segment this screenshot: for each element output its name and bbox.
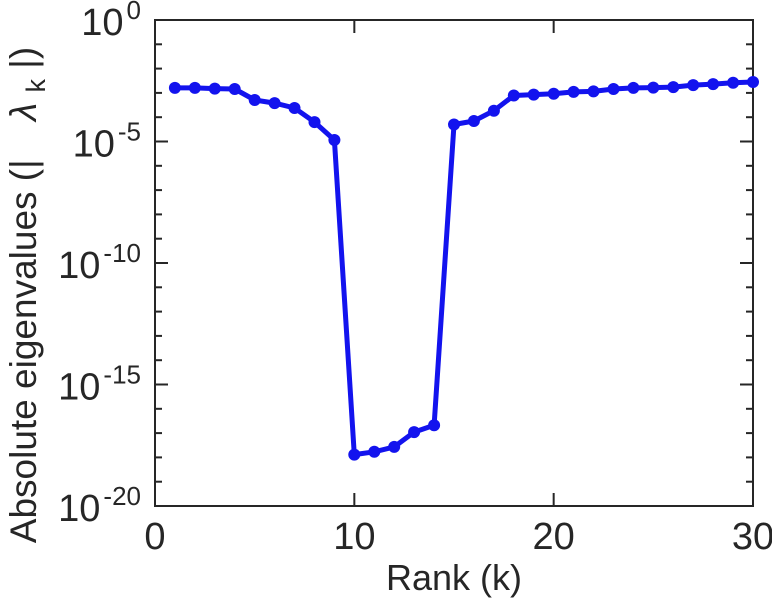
x-axis-title: Rank (k) [386, 557, 522, 598]
data-series [168, 76, 759, 461]
data-point [587, 85, 600, 98]
data-point [328, 134, 341, 146]
data-point [348, 448, 361, 461]
data-point [527, 88, 540, 101]
data-point [567, 85, 580, 98]
data-point [388, 440, 401, 453]
y-tick-exponent: -5 [118, 117, 141, 147]
y-tick-label: 10 -10 [58, 238, 141, 287]
data-point [188, 81, 201, 94]
y-tick-mantissa: 10 [58, 245, 100, 287]
data-point [228, 83, 241, 95]
data-point [448, 118, 460, 131]
data-point [507, 89, 520, 102]
data-point [408, 426, 421, 439]
y-tick-exponent: -15 [103, 360, 141, 390]
axis-ticks [154, 19, 754, 507]
data-point [687, 79, 700, 92]
lambda-subscript: k [21, 78, 51, 92]
y-tick-label: 10 -20 [58, 481, 141, 530]
data-point [368, 445, 381, 458]
y-tick-exponent: -10 [103, 238, 141, 268]
data-point [487, 104, 500, 117]
y-tick-mantissa: 10 [58, 367, 100, 409]
data-point [727, 76, 740, 89]
data-point [747, 76, 759, 88]
y-tick-label: 10 -15 [58, 360, 141, 409]
data-point [168, 81, 181, 94]
data-point [268, 97, 281, 110]
y-axis-title: Absolute eigenvalues (| λ k |) [3, 47, 53, 543]
y-tick-mantissa: 10 [81, 2, 123, 44]
data-point [308, 116, 321, 129]
eigenvalue-line [172, 79, 756, 458]
y-axis-title-prefix: Absolute eigenvalues (| [3, 159, 44, 543]
x-tick-label: 20 [533, 516, 575, 558]
data-point [248, 94, 261, 106]
y-tick-label: 10 -5 [73, 117, 141, 166]
data-point [627, 81, 640, 94]
data-point [288, 102, 301, 114]
y-tick-exponent: -20 [103, 481, 141, 511]
lambda-symbol: λ [3, 103, 44, 123]
x-tick-label: 30 [732, 516, 772, 558]
data-point [208, 82, 221, 95]
data-point [707, 78, 720, 91]
data-point [607, 83, 620, 95]
data-point [647, 81, 660, 94]
data-point [428, 419, 441, 432]
y-tick-exponent: 0 [127, 0, 141, 25]
y-tick-mantissa: 10 [73, 124, 115, 166]
y-tick-mantissa: 10 [58, 488, 100, 530]
x-tick-label: 0 [144, 516, 165, 558]
data-point [467, 115, 480, 127]
y-tick-label: 10 0 [81, 0, 141, 44]
data-point [667, 81, 680, 94]
x-tick-label: 10 [333, 516, 375, 558]
y-axis-title-suffix: |) [3, 47, 44, 69]
data-point [547, 87, 560, 100]
